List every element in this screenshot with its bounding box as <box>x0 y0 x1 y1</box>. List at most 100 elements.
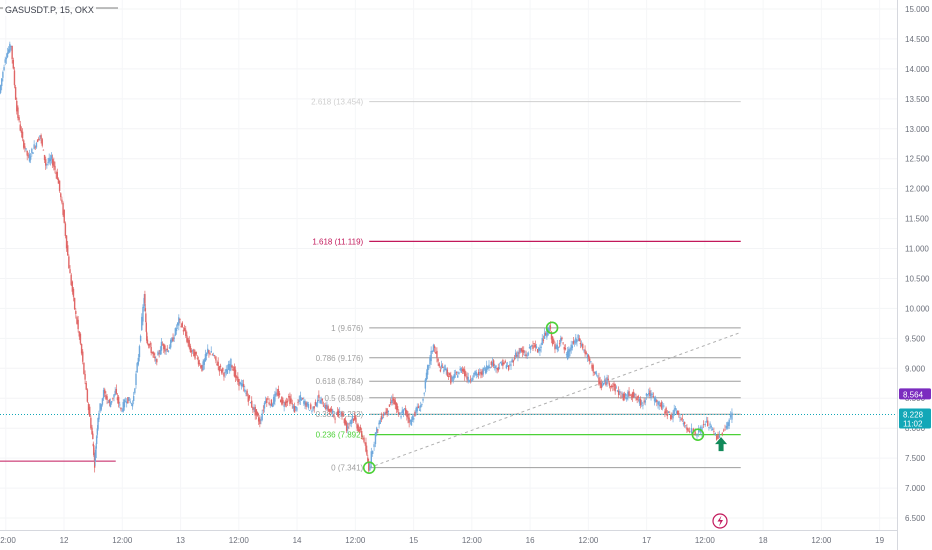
candle-body <box>497 367 499 371</box>
candle-body <box>237 376 239 383</box>
lightning-icon[interactable] <box>712 513 728 529</box>
candle-body <box>216 363 218 366</box>
candle-body <box>197 360 200 365</box>
candle-body <box>341 411 343 416</box>
candle-body <box>396 406 399 410</box>
candle-body <box>269 404 271 406</box>
candle-body <box>645 393 648 396</box>
candle-body <box>170 339 172 348</box>
candle-body <box>51 159 54 166</box>
candle-body <box>688 431 691 433</box>
candle-body <box>289 396 291 405</box>
candle-body <box>264 400 267 404</box>
candle-body <box>637 396 640 398</box>
candle-body <box>223 372 225 377</box>
candle-body <box>447 376 450 377</box>
candle-body <box>146 332 148 341</box>
candle-body <box>138 346 141 358</box>
price-tick: 13.500 <box>905 95 930 104</box>
candle-body <box>432 344 435 352</box>
arrow-up-icon[interactable] <box>715 437 728 452</box>
candle-body <box>442 367 444 369</box>
candle-body <box>24 146 26 149</box>
time-tick: 12 <box>60 536 69 545</box>
candle-body <box>73 297 76 310</box>
candle-body <box>598 377 600 385</box>
candle-body <box>21 131 24 139</box>
candle-body <box>203 359 205 365</box>
candle-body <box>578 338 580 342</box>
candle-body <box>430 350 432 362</box>
candle-body <box>286 400 289 403</box>
candle-body <box>322 405 325 407</box>
circle-marker[interactable] <box>362 461 376 474</box>
candle-body <box>565 354 568 356</box>
candle-body <box>587 355 590 359</box>
candle-body <box>668 411 671 413</box>
price-axis[interactable]: 15.000 14.500 14.000 13.500 13.000 12.500 12.0… <box>905 5 930 523</box>
price-tick: 14.500 <box>905 35 930 44</box>
candle-body <box>721 433 723 435</box>
candle-body <box>227 364 230 370</box>
candle-body <box>176 322 179 326</box>
candle-body <box>105 394 107 399</box>
candle-body <box>76 317 78 324</box>
price-tick: 12.000 <box>905 185 930 194</box>
time-tick: 13 <box>176 536 185 545</box>
candle-body <box>369 463 371 471</box>
candle-body <box>293 406 296 413</box>
plot-area[interactable] <box>0 0 897 530</box>
candle-body <box>513 358 516 360</box>
candle-body <box>659 405 662 407</box>
candle-body <box>422 399 424 401</box>
candle-body <box>320 399 322 404</box>
markers <box>362 321 728 474</box>
candle-body <box>231 365 233 368</box>
candle-body <box>17 107 19 119</box>
candle-body <box>622 393 624 401</box>
candle-body <box>256 412 259 416</box>
price-tick: 12.500 <box>905 155 930 164</box>
candle-body <box>47 162 49 164</box>
candle-body <box>187 338 189 343</box>
candle-body <box>461 369 464 372</box>
candle-body <box>86 389 89 402</box>
candle-body <box>339 411 341 413</box>
candle-body <box>664 411 666 414</box>
time-tick: 14 <box>293 536 302 545</box>
candle-body <box>657 401 659 405</box>
candle-body <box>484 368 487 374</box>
candle-body <box>450 374 452 384</box>
candle-body <box>502 360 504 366</box>
candle-body <box>404 408 407 414</box>
candle-body <box>300 398 303 401</box>
candle-body <box>573 341 576 343</box>
candle-body <box>709 423 711 426</box>
price-badge <box>899 388 931 400</box>
candle-body <box>701 426 703 433</box>
candle-body <box>65 235 68 249</box>
candle-body <box>312 406 314 410</box>
candle-body <box>92 443 94 447</box>
candle-body <box>42 149 45 151</box>
candle-body <box>389 402 392 404</box>
candle-body <box>78 331 80 337</box>
candle-body <box>55 172 57 175</box>
candle-body <box>93 460 96 468</box>
candle-body <box>356 423 358 429</box>
circle-marker[interactable] <box>545 321 559 335</box>
candle-body <box>157 351 159 356</box>
candle-body <box>102 389 105 399</box>
candle-body <box>661 405 664 407</box>
candle-body <box>531 345 533 347</box>
circle-marker[interactable] <box>691 428 705 441</box>
candle-body <box>225 369 227 372</box>
candle-body <box>222 367 224 372</box>
candle-body <box>180 326 182 328</box>
time-axis[interactable]: 12:00 12 12:00 13 12:00 14 12:00 15 12:00 16 12:00… <box>0 536 885 545</box>
candle-body <box>435 351 437 354</box>
candle-body <box>466 376 468 380</box>
candle-body <box>18 117 20 121</box>
candle-body <box>474 371 476 375</box>
